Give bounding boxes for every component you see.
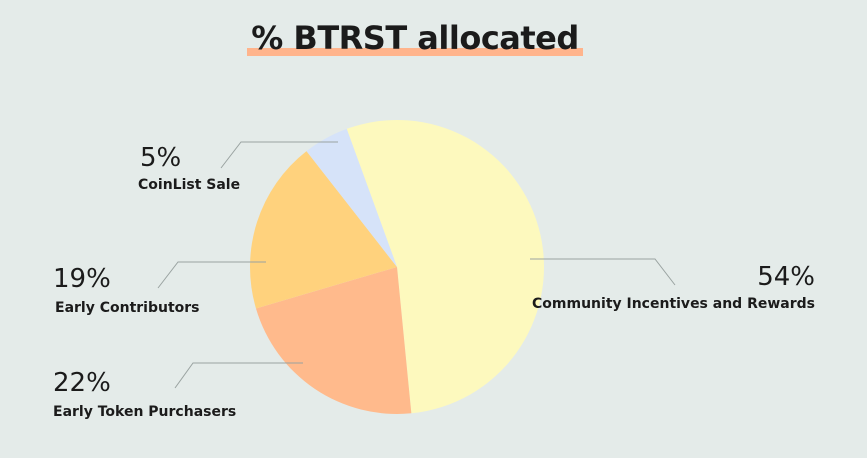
value-label-early-token-purchasers: 22% [53, 368, 111, 398]
leader-lines [157, 141, 676, 389]
leader-line-early-token-purchasers [174, 362, 303, 389]
category-label-coinlist-sale: CoinList Sale [138, 177, 240, 193]
pie-slice-early-contributors [250, 151, 397, 309]
chart-title: % BTRST allocated [247, 18, 583, 58]
pie-slice-coinlist-sale [306, 128, 397, 267]
pie-slices [250, 120, 545, 415]
value-label-early-contributors: 19% [53, 264, 111, 294]
slice-labels: 54% Community Incentives and Rewards 22%… [53, 143, 815, 420]
category-label-early-token-purchasers: Early Token Purchasers [53, 404, 236, 420]
leader-line-early-contributors [157, 261, 266, 289]
leader-line-community [530, 258, 676, 286]
category-label-early-contributors: Early Contributors [55, 300, 200, 316]
chart-title-text: % BTRST allocated [251, 19, 579, 57]
category-label-community: Community Incentives and Rewards [532, 296, 815, 312]
value-label-coinlist-sale: 5% [140, 143, 181, 173]
pie-slice-early-token-purchasers [255, 267, 412, 415]
leader-line-coinlist-sale [220, 141, 338, 169]
pie-slice-community [346, 120, 545, 414]
value-label-community: 54% [757, 262, 815, 292]
